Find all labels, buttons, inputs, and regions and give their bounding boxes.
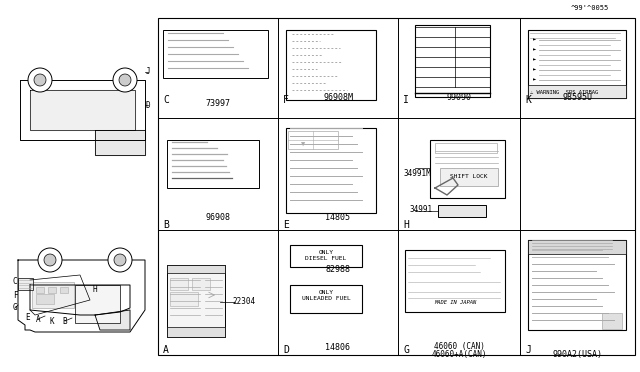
Text: F: F [283,95,289,105]
Text: C: C [163,95,169,105]
Text: ^99'^0055: ^99'^0055 [571,5,609,11]
Bar [528,85,626,98]
Text: D: D [283,345,289,355]
Text: ►: ► [533,77,536,83]
Bar [528,30,626,98]
Bar [286,128,376,213]
Bar [163,30,268,78]
Text: 34991: 34991 [410,205,433,215]
Bar [290,285,362,313]
Bar [528,240,626,254]
Circle shape [119,74,131,86]
Circle shape [34,74,46,86]
Bar [602,313,622,329]
Text: 46060+A(CAN): 46060+A(CAN) [431,350,487,359]
Bar [167,140,259,188]
Text: 98595U: 98595U [563,93,593,103]
Circle shape [108,248,132,272]
Bar [170,292,198,306]
Text: 990A2(USA): 990A2(USA) [552,350,602,359]
Text: K: K [50,317,54,327]
Text: G: G [13,304,17,312]
Bar [290,245,362,267]
Text: E: E [283,220,289,230]
Text: A: A [36,315,40,324]
Bar [170,278,188,290]
Bar [167,265,225,337]
Bar [36,294,54,304]
Bar [528,240,626,330]
Text: SHIFT LOCK: SHIFT LOCK [451,174,488,180]
Text: ONLY: ONLY [319,250,333,254]
Text: 96908: 96908 [205,214,230,222]
Bar [286,30,376,100]
Bar [435,143,497,153]
Text: 99090: 99090 [447,93,472,103]
Text: E: E [26,314,30,323]
Text: DIESEL FUEL: DIESEL FUEL [305,256,347,260]
Bar [32,282,74,308]
Bar [48,287,56,293]
Text: I: I [403,95,409,105]
Text: ⚠ WARNING  SRS AIRBAG: ⚠ WARNING SRS AIRBAG [530,90,598,94]
Polygon shape [95,130,145,155]
Text: D: D [146,100,150,109]
Bar [440,168,498,186]
Bar [192,278,210,290]
Text: ONLY: ONLY [319,291,333,295]
Text: 34991M: 34991M [403,169,431,177]
Text: MADE IN JAPAN: MADE IN JAPAN [434,301,476,305]
Text: J: J [146,67,150,77]
Bar [36,287,44,293]
Circle shape [38,248,62,272]
Bar [430,140,505,198]
Text: B: B [163,220,169,230]
Text: A: A [163,345,169,355]
Bar [288,131,338,149]
Text: ►: ► [533,38,536,42]
Bar [60,287,68,293]
Bar [415,25,490,97]
Polygon shape [30,90,135,130]
Text: F: F [13,291,17,299]
Bar [167,265,225,273]
Circle shape [113,68,137,92]
Text: J: J [525,345,531,355]
Text: ►: ► [533,58,536,62]
Bar [405,250,505,312]
Circle shape [44,254,56,266]
Text: C: C [13,278,17,286]
Text: ►: ► [533,67,536,73]
Text: 96908M: 96908M [323,93,353,103]
Text: ▼: ▼ [301,142,305,148]
Bar [18,278,33,290]
Text: 73997: 73997 [205,99,230,108]
Text: G: G [403,345,409,355]
Text: UNLEADED FUEL: UNLEADED FUEL [301,296,350,301]
Bar [438,205,486,217]
Text: 22304: 22304 [232,298,255,307]
Text: H: H [93,285,97,295]
Text: ►: ► [533,48,536,52]
Bar [167,327,225,337]
Bar [75,285,120,323]
Text: 14805: 14805 [326,214,351,222]
Text: 46060 (CAN): 46060 (CAN) [433,343,484,352]
Text: K: K [525,95,531,105]
Text: H: H [403,220,409,230]
Circle shape [28,68,52,92]
Bar [158,18,635,355]
Text: B: B [63,317,67,327]
Circle shape [114,254,126,266]
Polygon shape [95,310,130,330]
Text: 82988: 82988 [326,266,351,275]
Text: 14806: 14806 [326,343,351,353]
